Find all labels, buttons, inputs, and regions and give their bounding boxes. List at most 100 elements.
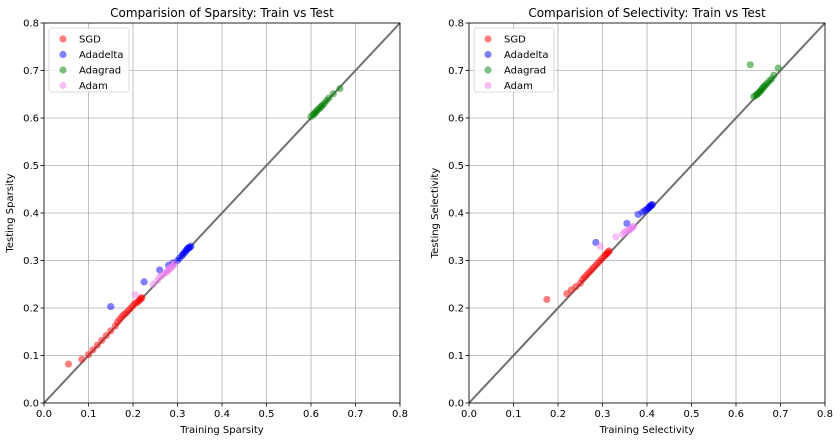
data-point [64, 360, 73, 368]
y-tick-label: 0.6 [448, 114, 464, 125]
series-adam [596, 222, 638, 250]
y-tick-label: 0.8 [448, 19, 464, 30]
legend-label: Adadelta [79, 50, 123, 61]
legend: SGD Adadelta Adagrad Adam [473, 27, 555, 93]
data-point [329, 90, 337, 98]
data-point [648, 200, 656, 209]
y-axis-label: Testing Selectivity [430, 168, 441, 260]
data-point [98, 336, 106, 344]
legend-label: Adagrad [79, 66, 121, 77]
y-tick-label: 0.2 [448, 304, 464, 315]
x-axis-label: Training Selectivity [599, 425, 695, 436]
data-point [336, 84, 344, 93]
selectivity-panel: 0.0 0.1 0.2 0.3 0.4 0.5 0.6 0.7 0.8 0.0 0.1 0.2 0.3 0… [430, 6, 833, 436]
y-tick-label: 0.7 [448, 66, 464, 77]
x-tick-label: 0.6 [728, 409, 744, 420]
data-point [612, 233, 620, 241]
x-tick-label: 0.8 [817, 409, 833, 420]
y-tick-label: 0.5 [448, 161, 464, 172]
x-tick-label: 0.4 [639, 409, 655, 420]
y-tick-label: 0.4 [23, 209, 39, 220]
y-tick-label: 0.7 [23, 66, 39, 77]
legend-marker [59, 50, 67, 59]
series-sgd [64, 293, 146, 368]
data-point [107, 327, 115, 335]
x-axis-label: Training Sparsity [179, 425, 263, 436]
y-tick-label: 0.5 [23, 161, 39, 172]
y-tick-label: 0.3 [23, 256, 39, 267]
x-tick-label: 0.1 [81, 409, 97, 420]
data-point [630, 222, 638, 230]
y-tick-label: 0.6 [23, 114, 39, 125]
legend-marker [59, 81, 67, 90]
x-tick-label: 0.1 [506, 409, 522, 420]
data-point [605, 247, 613, 255]
y-tick-label: 0.3 [448, 256, 464, 267]
data-point [93, 341, 101, 349]
y-tick-label: 0.1 [448, 351, 464, 362]
legend-marker [484, 35, 492, 43]
data-point [325, 94, 333, 102]
legend: SGD Adadelta Adagrad Adam [48, 27, 130, 93]
legend-marker [484, 66, 492, 74]
x-tick-label: 0.0 [461, 409, 477, 420]
data-point [170, 260, 178, 268]
data-point [84, 350, 93, 359]
x-tick-label: 0.3 [595, 409, 611, 420]
legend-marker [484, 50, 492, 59]
x-tick-label: 0.7 [348, 409, 364, 420]
data-point [140, 278, 148, 286]
y-tick-label: 0.4 [448, 209, 464, 220]
x-tick-label: 0.4 [214, 409, 230, 420]
legend-label: Adam [504, 81, 533, 92]
x-tick-label: 0.5 [684, 409, 700, 420]
legend-marker [59, 35, 67, 43]
data-point [770, 71, 778, 79]
legend-label: Adadelta [504, 50, 548, 61]
data-point [774, 64, 782, 72]
data-point [187, 242, 195, 250]
data-point [543, 295, 551, 304]
legend-label: SGD [504, 35, 526, 46]
x-tick-label: 0.5 [259, 409, 275, 420]
y-axis-label: Testing Sparsity [5, 173, 16, 253]
x-tick-label: 0.2 [550, 409, 566, 420]
x-tick-label: 0.3 [170, 409, 186, 420]
y-tick-label: 0.2 [23, 304, 39, 315]
series-adagrad [746, 61, 782, 101]
axes-frame [43, 22, 401, 404]
data-point [138, 293, 146, 302]
data-point [596, 242, 604, 250]
sparsity-panel: 0.0 0.1 0.2 0.3 0.4 0.5 0.6 0.7 0.8 0.0 0.1 0.2 0.3 0… [5, 6, 408, 436]
x-tick-label: 0.2 [125, 409, 141, 420]
x-tick-label: 0.8 [392, 409, 408, 420]
x-tick-label: 0.7 [773, 409, 789, 420]
legend-label: SGD [79, 35, 101, 46]
data-point [102, 331, 110, 340]
legend-box [473, 27, 555, 93]
legend-marker [59, 66, 67, 74]
y-tick-label: 0.0 [448, 399, 464, 410]
y-tick-label: 0.8 [23, 19, 39, 30]
data-point [623, 219, 631, 228]
series-sgd [543, 247, 613, 304]
legend-box [48, 27, 130, 93]
data-point [107, 302, 115, 311]
axes-frame [468, 22, 826, 404]
y-tick-label: 0.1 [23, 351, 39, 362]
legend-label: Adagrad [504, 66, 546, 77]
data-point [89, 346, 97, 354]
chart-title: Comparision of Selectivity: Train vs Tes… [528, 6, 766, 20]
y-tick-label: 0.0 [23, 399, 39, 410]
series-adagrad [307, 84, 344, 121]
legend-marker [484, 81, 492, 90]
data-point [131, 291, 139, 299]
x-tick-label: 0.0 [36, 409, 52, 420]
x-tick-label: 0.6 [303, 409, 319, 420]
chart-title: Comparision of Sparsity: Train vs Test [110, 6, 334, 20]
legend-label: Adam [79, 81, 108, 92]
data-point [746, 61, 754, 69]
series-adam [131, 260, 178, 299]
data-point [78, 355, 86, 363]
